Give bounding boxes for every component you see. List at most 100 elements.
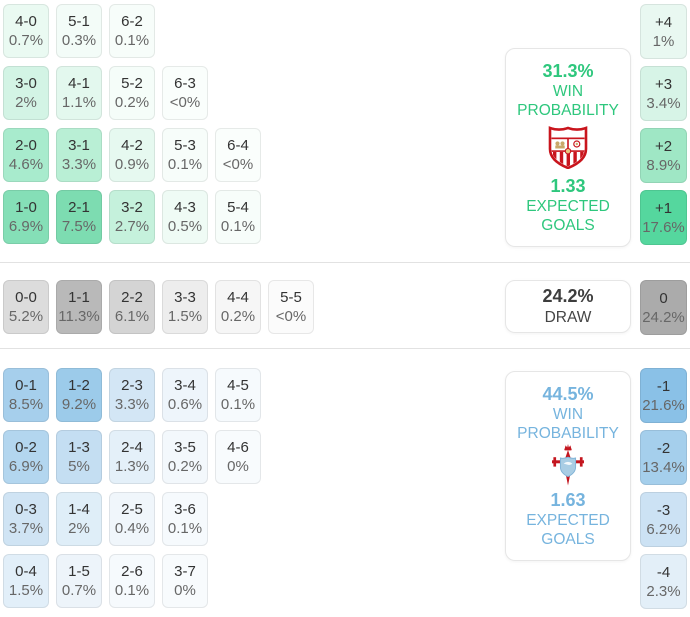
score-label: 2-0 xyxy=(15,137,37,154)
probability-label: 0.4% xyxy=(114,520,150,537)
probability-label: 3.3% xyxy=(114,396,150,413)
score-cell: 5-2 0.2% xyxy=(109,66,155,120)
probability-label: 5.2% xyxy=(8,308,44,325)
probability-label: <0% xyxy=(169,94,201,111)
probability-label: 0.6% xyxy=(167,396,203,413)
score-label: 1-5 xyxy=(68,563,90,580)
score-label: 5-1 xyxy=(68,13,90,30)
probability-label: 0.2% xyxy=(167,458,203,475)
away-win-probability-value: 44.5% xyxy=(542,384,594,404)
probability-label: 7.5% xyxy=(61,218,97,235)
score-cell: 0-1 8.5% xyxy=(3,368,49,422)
away-expected-goals-label-line1: EXPECTED xyxy=(526,512,610,529)
score-cell: 2-4 1.3% xyxy=(109,430,155,484)
score-label: 6-3 xyxy=(174,75,196,92)
goal-diff-cell: +3 3.4% xyxy=(640,66,687,121)
goal-diff-label: 0 xyxy=(659,289,668,307)
score-label: 1-2 xyxy=(68,377,90,394)
home-expected-goals-value: 1.33 xyxy=(550,176,586,196)
probability-label: 4.6% xyxy=(8,156,44,173)
away-win-probability-label-line2: PROBABILITY xyxy=(517,425,619,442)
home-win-probability-value: 31.3% xyxy=(542,61,594,81)
draw-probability-value: 24.2% xyxy=(542,286,594,306)
away-win-probability-label-line1: WIN xyxy=(552,406,584,423)
probability-label: 0.7% xyxy=(8,32,44,49)
score-row: 0-3 3.7% 1-4 2% 2-5 0.4% 3-6 0.1% xyxy=(3,492,261,546)
away-goal-diff-column: -1 21.6% -2 13.4% -3 6.2% -4 2.3% xyxy=(640,368,687,609)
probability-label: 1.5% xyxy=(8,582,44,599)
score-cell: 3-2 2.7% xyxy=(109,190,155,244)
score-cell: 3-6 0.1% xyxy=(162,492,208,546)
probability-label: 3.4% xyxy=(646,94,681,112)
score-label: 6-4 xyxy=(227,137,249,154)
score-row: 0-2 6.9% 1-3 5% 2-4 1.3% 3-5 0.2% 4-6 0% xyxy=(3,430,261,484)
score-label: 0-4 xyxy=(15,563,37,580)
score-label: 3-7 xyxy=(174,563,196,580)
score-label: 4-5 xyxy=(227,377,249,394)
probability-label: 8.9% xyxy=(646,156,681,174)
score-cell: 1-4 2% xyxy=(56,492,102,546)
draw-panel: 24.2% DRAW xyxy=(505,280,631,333)
score-label: 5-4 xyxy=(227,199,249,216)
probability-label: 0.3% xyxy=(61,32,97,49)
goal-diff-cell: -4 2.3% xyxy=(640,554,687,609)
score-row: 0-1 8.5% 1-2 9.2% 2-3 3.3% 3-4 0.6% 4-5 0.1% xyxy=(3,368,261,422)
score-cell: 5-5 <0% xyxy=(268,280,314,334)
score-cell: 0-0 5.2% xyxy=(3,280,49,334)
probability-label: 9.2% xyxy=(61,396,97,413)
score-cell: 2-1 7.5% xyxy=(56,190,102,244)
probability-label: 2.3% xyxy=(646,582,681,600)
probability-label: 0.1% xyxy=(220,218,256,235)
score-label: 4-2 xyxy=(121,137,143,154)
away-win-panel: 44.5% WIN PROBABILITY 1.63 EXPECTED xyxy=(505,371,631,561)
score-cell: 2-0 4.6% xyxy=(3,128,49,182)
sevilla-crest-icon xyxy=(548,126,588,169)
probability-label: 0% xyxy=(174,582,196,599)
draw-label: DRAW xyxy=(544,309,592,326)
score-row: 1-0 6.9% 2-1 7.5% 3-2 2.7% 4-3 0.5% 5-4 0.1% xyxy=(3,190,261,244)
probability-label: 0.2% xyxy=(220,308,256,325)
score-cell: 2-6 0.1% xyxy=(109,554,155,608)
goal-diff-cell: -2 13.4% xyxy=(640,430,687,485)
probability-label: 8.5% xyxy=(8,396,44,413)
away-win-score-matrix: 0-1 8.5% 1-2 9.2% 2-3 3.3% 3-4 0.6% 4-5 0.1% 0-2 6.… xyxy=(3,368,261,608)
probability-label: 0.1% xyxy=(167,156,203,173)
score-cell: 4-5 0.1% xyxy=(215,368,261,422)
probability-label: 0.1% xyxy=(114,32,150,49)
score-label: 2-2 xyxy=(121,289,143,306)
score-label: 0-0 xyxy=(15,289,37,306)
score-cell: 4-1 1.1% xyxy=(56,66,102,120)
probability-label: 1.1% xyxy=(61,94,97,111)
score-label: 1-0 xyxy=(15,199,37,216)
away-expected-goals-value: 1.63 xyxy=(550,490,586,510)
probability-label: 21.6% xyxy=(642,396,685,414)
score-cell: 4-6 0% xyxy=(215,430,261,484)
score-label: 3-1 xyxy=(68,137,90,154)
probability-label: 0% xyxy=(227,458,249,475)
score-label: 5-5 xyxy=(280,289,302,306)
score-cell: 6-3 <0% xyxy=(162,66,208,120)
probability-label: 1.5% xyxy=(167,308,203,325)
score-cell: 0-4 1.5% xyxy=(3,554,49,608)
section-divider xyxy=(0,262,690,263)
probability-label: 6.1% xyxy=(114,308,150,325)
score-cell: 5-3 0.1% xyxy=(162,128,208,182)
score-label: 1-3 xyxy=(68,439,90,456)
score-label: 3-5 xyxy=(174,439,196,456)
score-cell: 4-3 0.5% xyxy=(162,190,208,244)
score-cell: 3-3 1.5% xyxy=(162,280,208,334)
probability-label: <0% xyxy=(222,156,254,173)
probability-label: 0.9% xyxy=(114,156,150,173)
probability-label: 17.6% xyxy=(642,218,685,236)
score-label: 5-2 xyxy=(121,75,143,92)
score-cell: 6-4 <0% xyxy=(215,128,261,182)
score-label: 2-3 xyxy=(121,377,143,394)
goal-diff-label: -1 xyxy=(656,377,671,395)
probability-label: 2% xyxy=(68,520,90,537)
score-label: 2-6 xyxy=(121,563,143,580)
score-label: 3-6 xyxy=(174,501,196,518)
probability-label: 0.7% xyxy=(61,582,97,599)
probability-label: 1% xyxy=(652,32,675,50)
score-cell: 2-5 0.4% xyxy=(109,492,155,546)
score-cell: 3-4 0.6% xyxy=(162,368,208,422)
